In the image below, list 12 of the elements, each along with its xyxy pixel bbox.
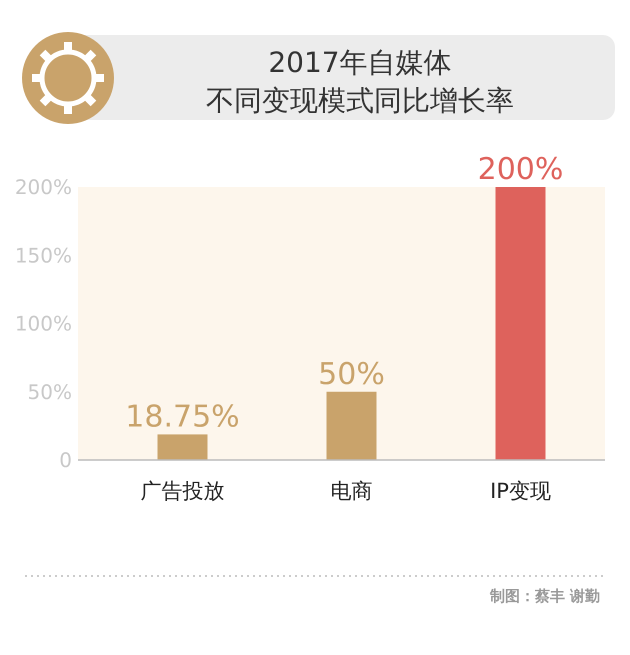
bar [496, 187, 546, 460]
chart-title: 2017年自媒体 [268, 46, 452, 79]
x-tick-label: 电商 [330, 479, 372, 503]
bar [326, 392, 376, 460]
x-tick-label: 广告投放 [140, 479, 224, 503]
data-label: 200% [478, 152, 564, 187]
text: 制图：蔡丰 谢勤 [488, 587, 600, 605]
data-label: 50% [318, 356, 385, 392]
chart-subtitle: 不同变现模式同比增长率 [206, 84, 514, 117]
x-tick-label: IP变现 [490, 479, 551, 503]
data-label: 18.75% [125, 399, 240, 434]
bar [158, 434, 208, 460]
